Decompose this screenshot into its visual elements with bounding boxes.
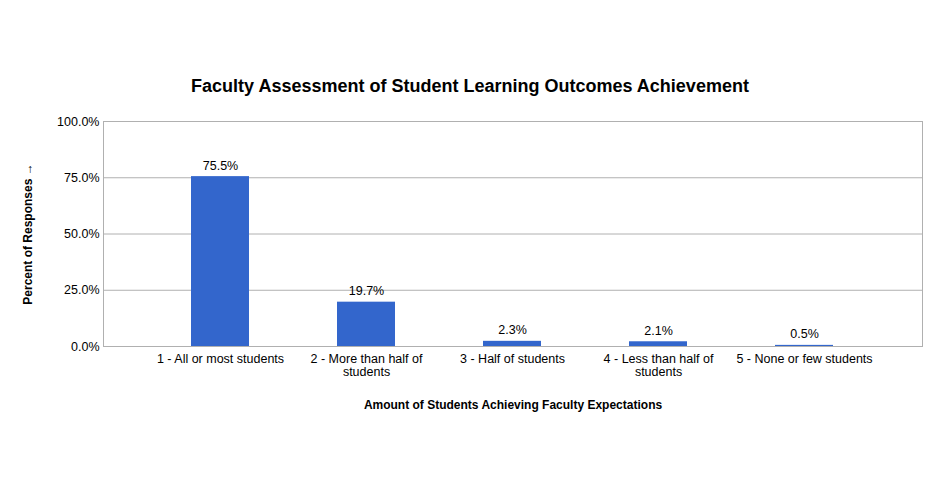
svg-text:0.0%: 0.0%	[71, 340, 100, 354]
svg-text:2 - More than half ofstudents: 2 - More than half ofstudents	[311, 352, 423, 379]
svg-text:5 - None or few students: 5 - None or few students	[736, 352, 872, 366]
svg-text:2.3%: 2.3%	[498, 323, 527, 337]
svg-text:0.5%: 0.5%	[790, 327, 819, 341]
svg-text:2.1%: 2.1%	[644, 324, 673, 338]
svg-text:3 - Half of students: 3 - Half of students	[460, 352, 565, 366]
svg-text:1 - All or most students: 1 - All or most students	[157, 352, 284, 366]
svg-text:4 - Less than half ofstudents: 4 - Less than half ofstudents	[604, 352, 714, 379]
svg-text:100.0%: 100.0%	[57, 115, 99, 129]
svg-text:75.5%: 75.5%	[203, 159, 238, 173]
svg-text:25.0%: 25.0%	[64, 283, 99, 297]
svg-text:Amount of Students Achieving F: Amount of Students Achieving Faculty Exp…	[364, 398, 663, 412]
svg-text:50.0%: 50.0%	[64, 227, 99, 241]
svg-text:75.0%: 75.0%	[64, 171, 99, 185]
html-text:Faculty Assessment of Student: Faculty Assessment of Student Learning O…	[191, 76, 749, 96]
svg-text:19.7%: 19.7%	[349, 284, 384, 298]
svg-text:Percent of Responses →: Percent of Responses →	[21, 163, 35, 304]
